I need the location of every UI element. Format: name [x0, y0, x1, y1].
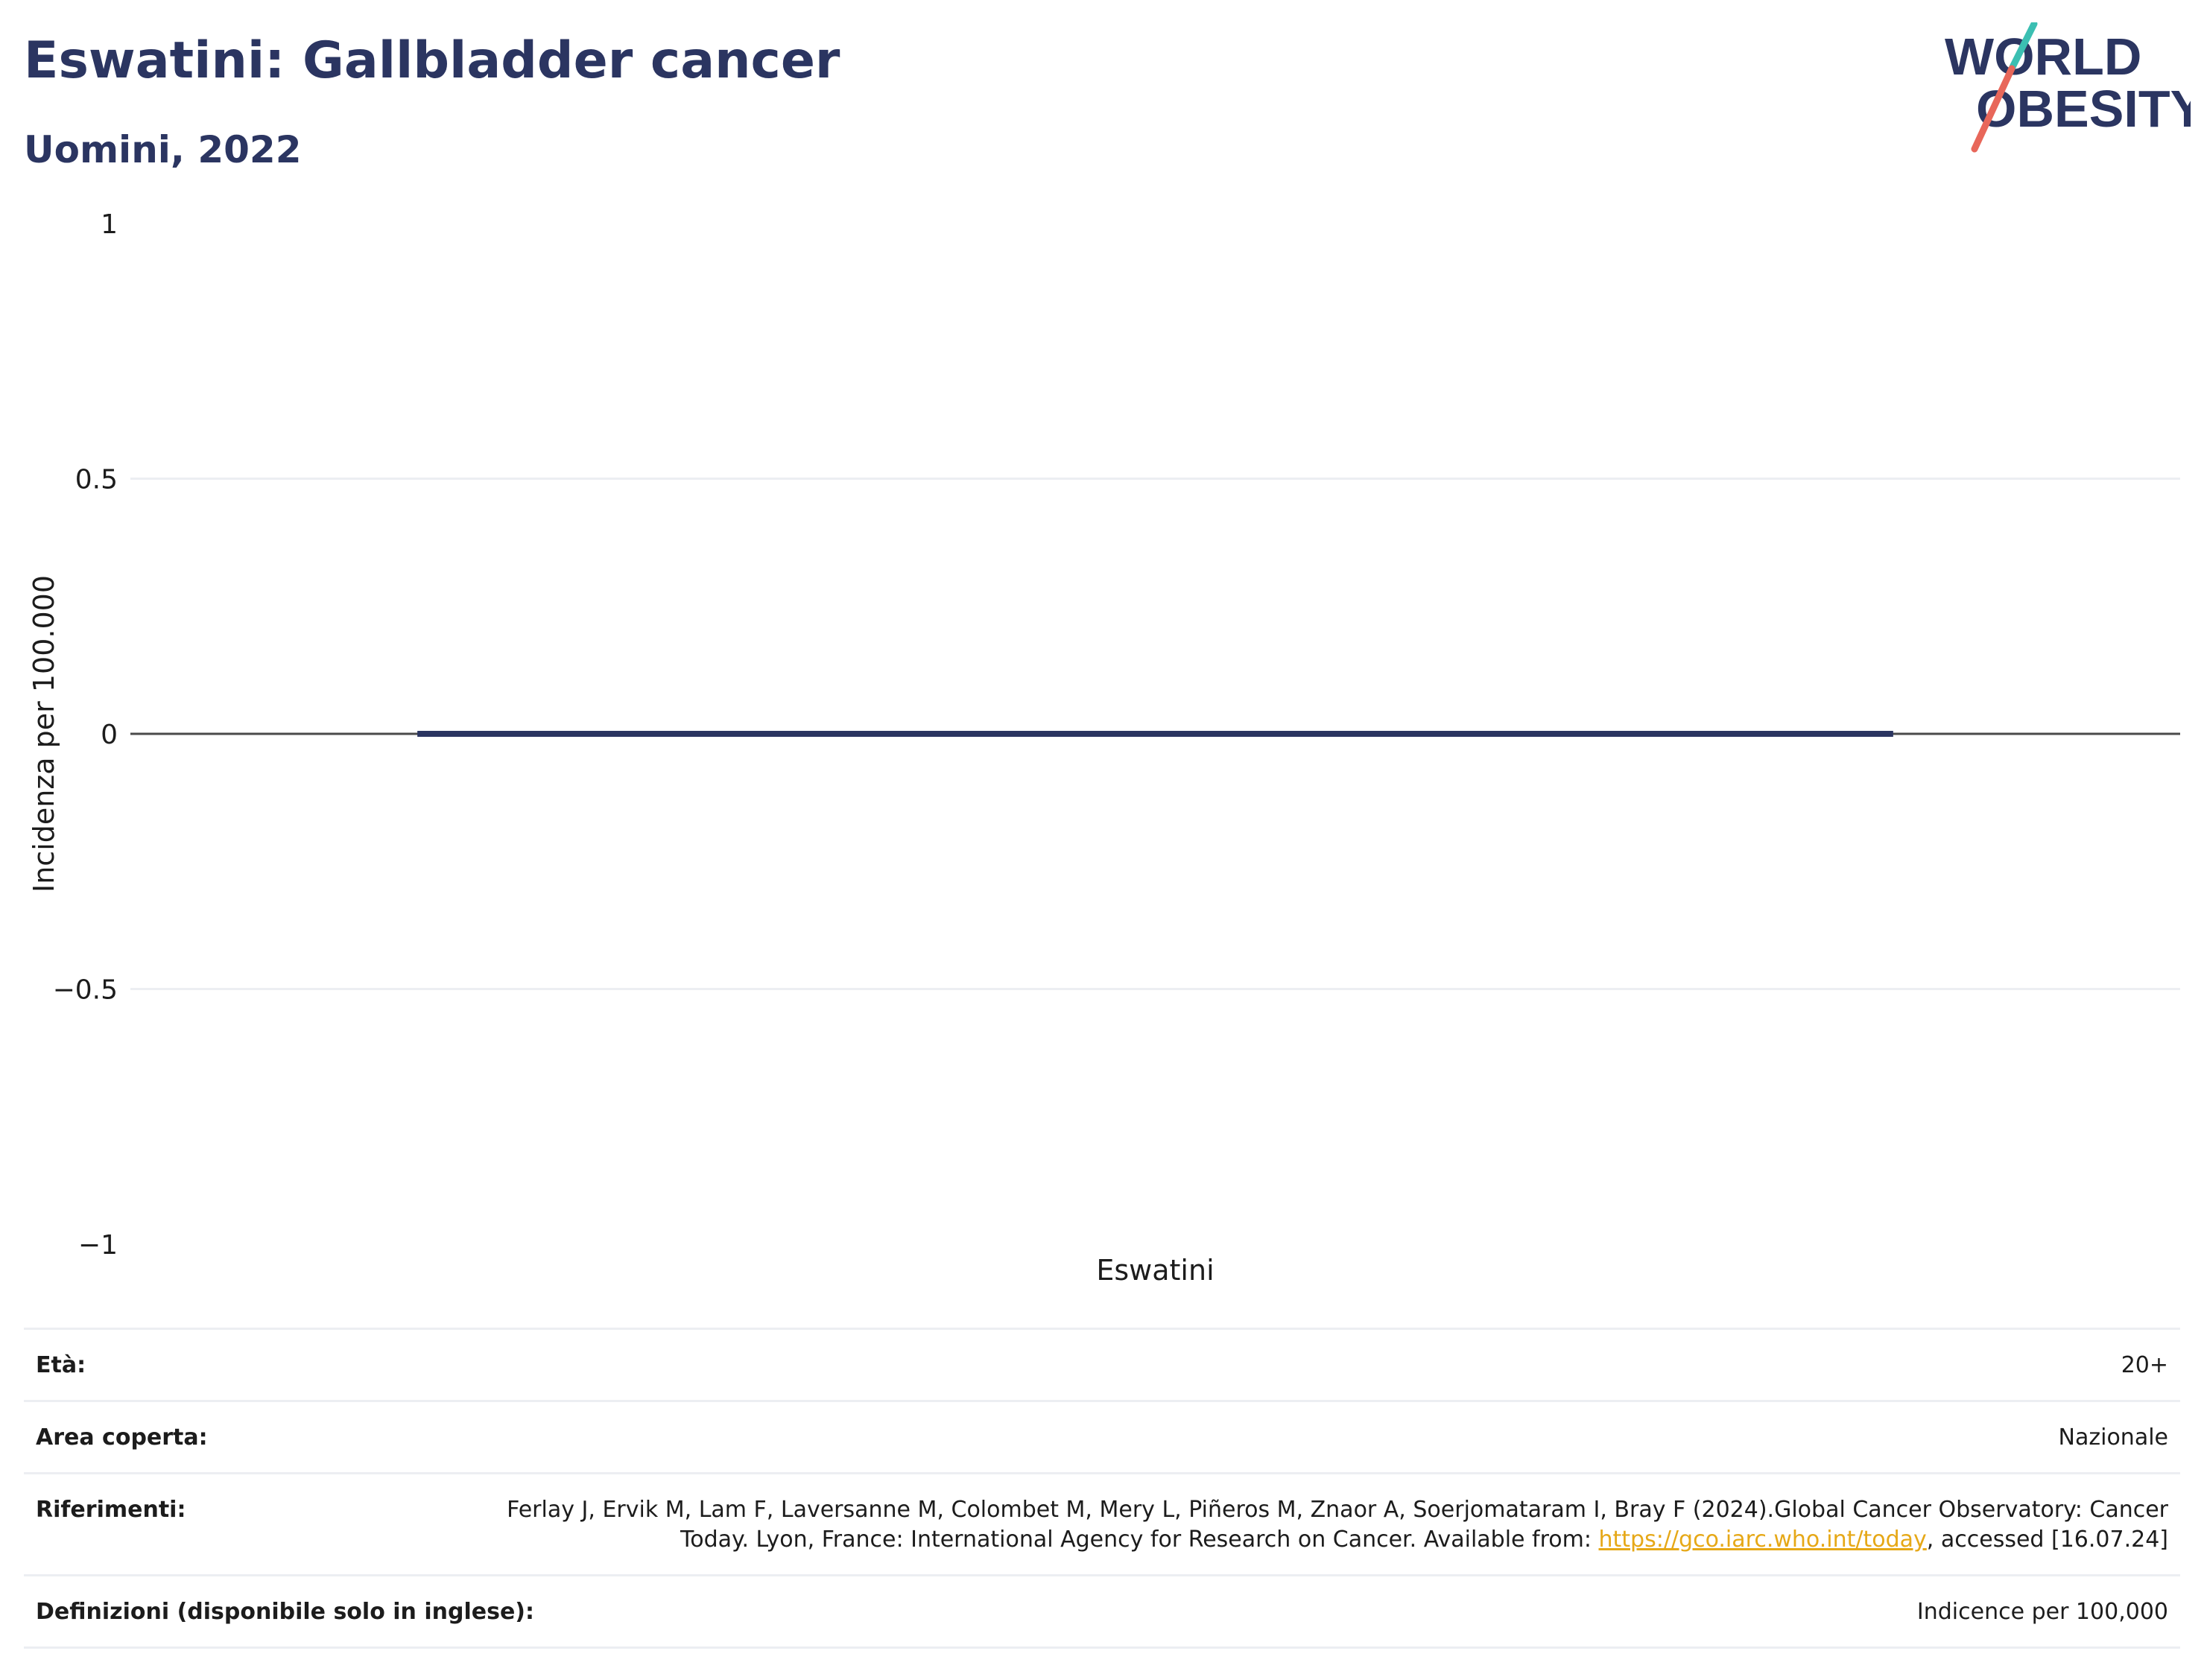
references-text: Ferlay J, Ervik M, Lam F, Laversanne M, …	[507, 1497, 2168, 1553]
logo-line1: WORLD	[1945, 28, 2141, 86]
bar-chart: 1 0.5 0 −0.5 −1 Eswatini Incidenza per 100.0…	[28, 209, 2180, 1287]
y-tick-label: 0.5	[75, 465, 118, 495]
meta-value-definitions: Indicence per 100,000	[1916, 1599, 2168, 1625]
meta-value-area: Nazionale	[2058, 1424, 2168, 1451]
x-tick-label: Eswatini	[1096, 1254, 1214, 1287]
chart-title: Eswatini: Gallbladder cancer	[24, 31, 840, 90]
logo-slash-bottom	[1971, 65, 2015, 153]
meta-label-age: Età:	[36, 1352, 86, 1378]
y-axis-label: Incidenza per 100.000	[28, 575, 60, 893]
meta-label-definitions: Definizioni (disponibile solo in inglese…	[36, 1599, 534, 1625]
meta-row-area: Area coperta: Nazionale	[24, 1400, 2180, 1472]
y-tick-label: −1	[78, 1230, 118, 1261]
chart-subtitle: Uomini, 2022	[24, 128, 302, 171]
y-tick-label: −0.5	[53, 975, 118, 1006]
x-tick-labels: Eswatini	[1096, 1254, 1214, 1287]
references-accessed: , accessed [16.07.24]	[1926, 1527, 2168, 1553]
logo-line2: OBESITY	[1976, 80, 2191, 138]
world-obesity-logo: WORLD OBESITY	[1945, 22, 2191, 153]
meta-row-age: Età: 20+	[24, 1328, 2180, 1400]
y-tick-label: 0	[101, 720, 118, 750]
meta-label-area: Area coperta:	[36, 1424, 208, 1451]
y-tick-label: 1	[101, 209, 118, 240]
y-tick-labels: 1 0.5 0 −0.5 −1	[53, 209, 118, 1261]
references-link[interactable]: https://gco.iarc.who.int/today	[1598, 1527, 1927, 1553]
meta-label-references: Riferimenti:	[36, 1497, 186, 1523]
bar	[417, 731, 1893, 737]
bars	[417, 731, 1893, 737]
logo-slash-top	[2008, 22, 2038, 72]
meta-row-references: Riferimenti: Ferlay J, Ervik M, Lam F, L…	[24, 1472, 2180, 1574]
metadata-table: Età: 20+ Area coperta: Nazionale Riferim…	[24, 1328, 2180, 1649]
meta-row-definitions: Definizioni (disponibile solo in inglese…	[24, 1574, 2180, 1649]
meta-value-age: 20+	[2121, 1352, 2168, 1378]
meta-value-references: Ferlay J, Ervik M, Lam F, Laversanne M, …	[455, 1495, 2168, 1555]
